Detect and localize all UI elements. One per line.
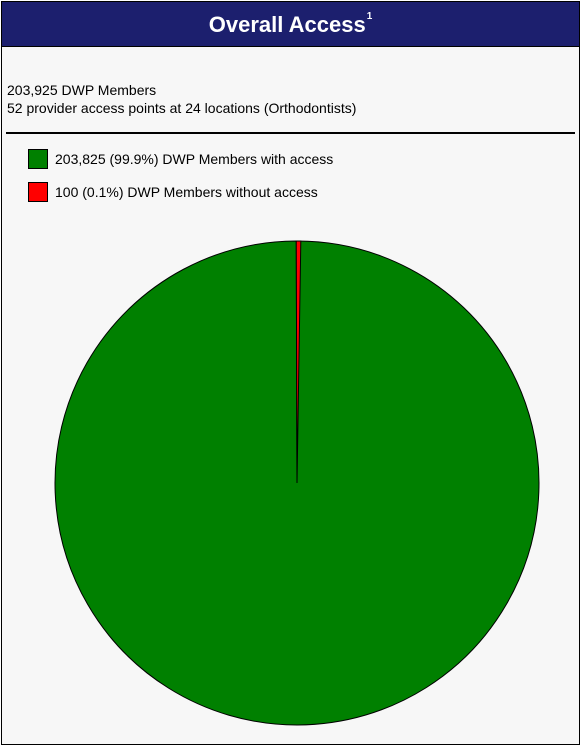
legend-label-with-access: 203,825 (99.9%) DWP Members with access: [55, 151, 334, 167]
provider-summary: 52 provider access points at 24 location…: [7, 100, 357, 116]
legend-swatch-without-access: [28, 182, 48, 202]
legend-item-with-access: 203,825 (99.9%) DWP Members with access: [28, 148, 333, 170]
legend: 203,825 (99.9%) DWP Members with access …: [28, 148, 333, 214]
pie-slice-without-access: [295, 240, 302, 484]
summary-block: 203,925 DWP Members 52 provider access p…: [7, 81, 356, 117]
panel-header: Overall Access1: [2, 2, 579, 47]
pie-svg: [54, 240, 540, 726]
footnote-marker: 1: [366, 11, 373, 22]
legend-swatch-with-access: [28, 149, 48, 169]
panel-title: Overall Access: [208, 12, 366, 37]
member-total: 203,925 DWP Members: [7, 82, 157, 98]
legend-item-without-access: 100 (0.1%) DWP Members without access: [28, 181, 333, 203]
pie-chart: [54, 240, 540, 726]
legend-label-without-access: 100 (0.1%) DWP Members without access: [55, 184, 318, 200]
divider: [6, 132, 575, 134]
